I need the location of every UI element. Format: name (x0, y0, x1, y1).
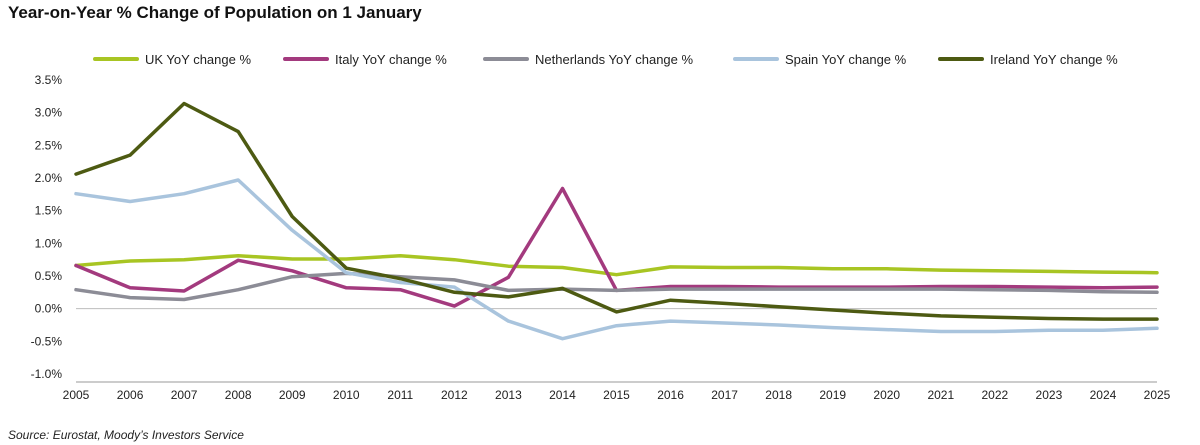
y-tick-label: 1.0% (35, 236, 63, 250)
x-tick-label: 2025 (1144, 388, 1171, 402)
line-chart: UK YoY change % Italy YoY change % Netherl… (31, 52, 1171, 402)
y-tick-label: 1.5% (35, 204, 63, 218)
x-tick-label: 2011 (387, 388, 413, 402)
y-tick-label: -0.5% (31, 334, 63, 348)
x-tick-label: 2016 (657, 388, 684, 402)
y-tick-label: -1.0% (31, 367, 63, 381)
legend: UK YoY change % Italy YoY change % Netherl… (93, 52, 1118, 67)
x-tick-label: 2010 (333, 388, 360, 402)
netherlands-legend-label: Netherlands YoY change % (535, 52, 693, 67)
x-tick-label: 2017 (711, 388, 738, 402)
italy-legend-label: Italy YoY change % (335, 52, 447, 67)
x-tick-label: 2021 (927, 388, 954, 402)
x-tick-label: 2006 (117, 388, 144, 402)
x-tick-label: 2022 (981, 388, 1008, 402)
x-tick-label: 2020 (873, 388, 900, 402)
netherlands-series-line (74, 271, 1159, 302)
chart-title: Year-on-Year % Change of Population on 1… (8, 3, 422, 22)
series-lines (74, 101, 1159, 341)
uk-legend-label: UK YoY change % (145, 52, 251, 67)
x-tick-label: 2013 (495, 388, 522, 402)
spain-legend-label: Spain YoY change % (785, 52, 907, 67)
uk-series-line (74, 253, 1159, 277)
x-tick-label: 2008 (225, 388, 252, 402)
x-tick-label: 2007 (171, 388, 198, 402)
y-tick-label: 0.0% (35, 302, 63, 316)
y-tick-label: 3.5% (35, 73, 63, 87)
x-tick-label: 2009 (279, 388, 306, 402)
y-tick-label: 3.0% (35, 106, 63, 120)
ireland-series-line (74, 101, 1159, 321)
x-tick-label: 2012 (441, 388, 468, 402)
y-tick-label: 0.5% (35, 269, 63, 283)
x-tick-label: 2018 (765, 388, 792, 402)
x-tick-label: 2015 (603, 388, 630, 402)
ireland-legend-label: Ireland YoY change % (990, 52, 1118, 67)
x-tick-label: 2024 (1090, 388, 1117, 402)
x-tick-label: 2023 (1036, 388, 1063, 402)
x-tick-label: 2014 (549, 388, 576, 402)
spain-series-line (74, 178, 1159, 341)
x-tick-label: 2019 (819, 388, 846, 402)
y-axis: 3.5% 3.0% 2.5% 2.0% 1.5% 1.0% 0.5% 0.0% -0.5% -1.… (31, 73, 63, 381)
x-tick-label: 2005 (63, 388, 90, 402)
y-tick-label: 2.5% (35, 138, 63, 152)
y-tick-label: 2.0% (35, 171, 63, 185)
source-note: Source: Eurostat, Moody’s Investors Serv… (8, 428, 244, 442)
x-axis: 2005 2006 2007 2008 2009 2010 2011 2012 2013 2014… (63, 308, 1171, 402)
